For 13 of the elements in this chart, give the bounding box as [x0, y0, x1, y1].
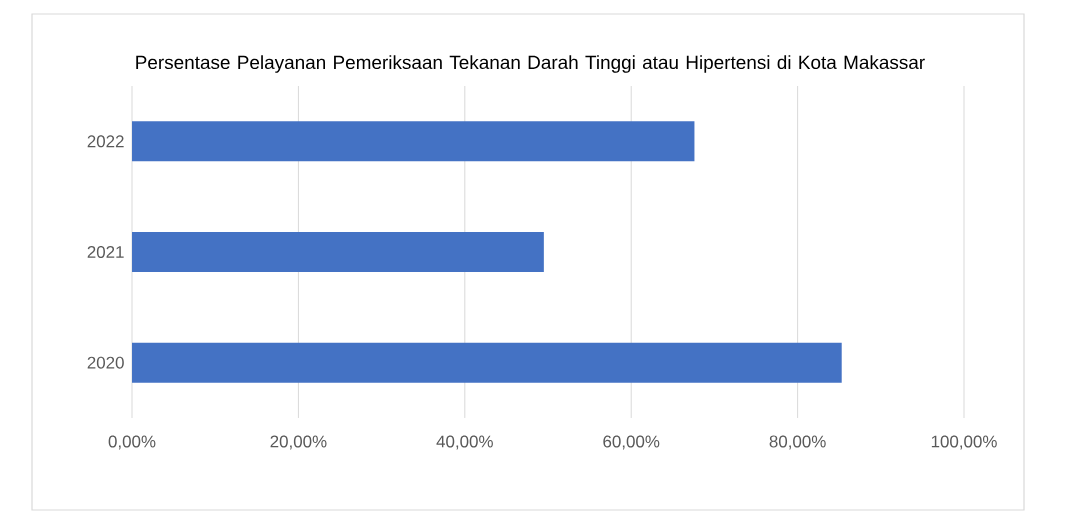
- y-tick-label: 2020: [87, 356, 124, 369]
- bar: [132, 121, 695, 162]
- y-tick-label: 2022: [87, 135, 124, 148]
- x-tick-label: 60,00%: [603, 435, 660, 450]
- x-tick-label: 80,00%: [769, 435, 826, 450]
- chart-title: Persentase Pelayanan Pemeriksaan Tekanan Darah Tinggi atau Hipertensi di Kota Makassar: [136, 55, 925, 73]
- bar: [132, 231, 544, 272]
- x-tick-label: 20,00%: [270, 435, 327, 450]
- y-tick-label: 2021: [87, 245, 124, 258]
- bar: [132, 342, 842, 383]
- x-tick-label: 100,00%: [931, 435, 997, 450]
- x-tick-label: 40,00%: [436, 435, 493, 450]
- x-tick-label: 0,00%: [108, 435, 156, 450]
